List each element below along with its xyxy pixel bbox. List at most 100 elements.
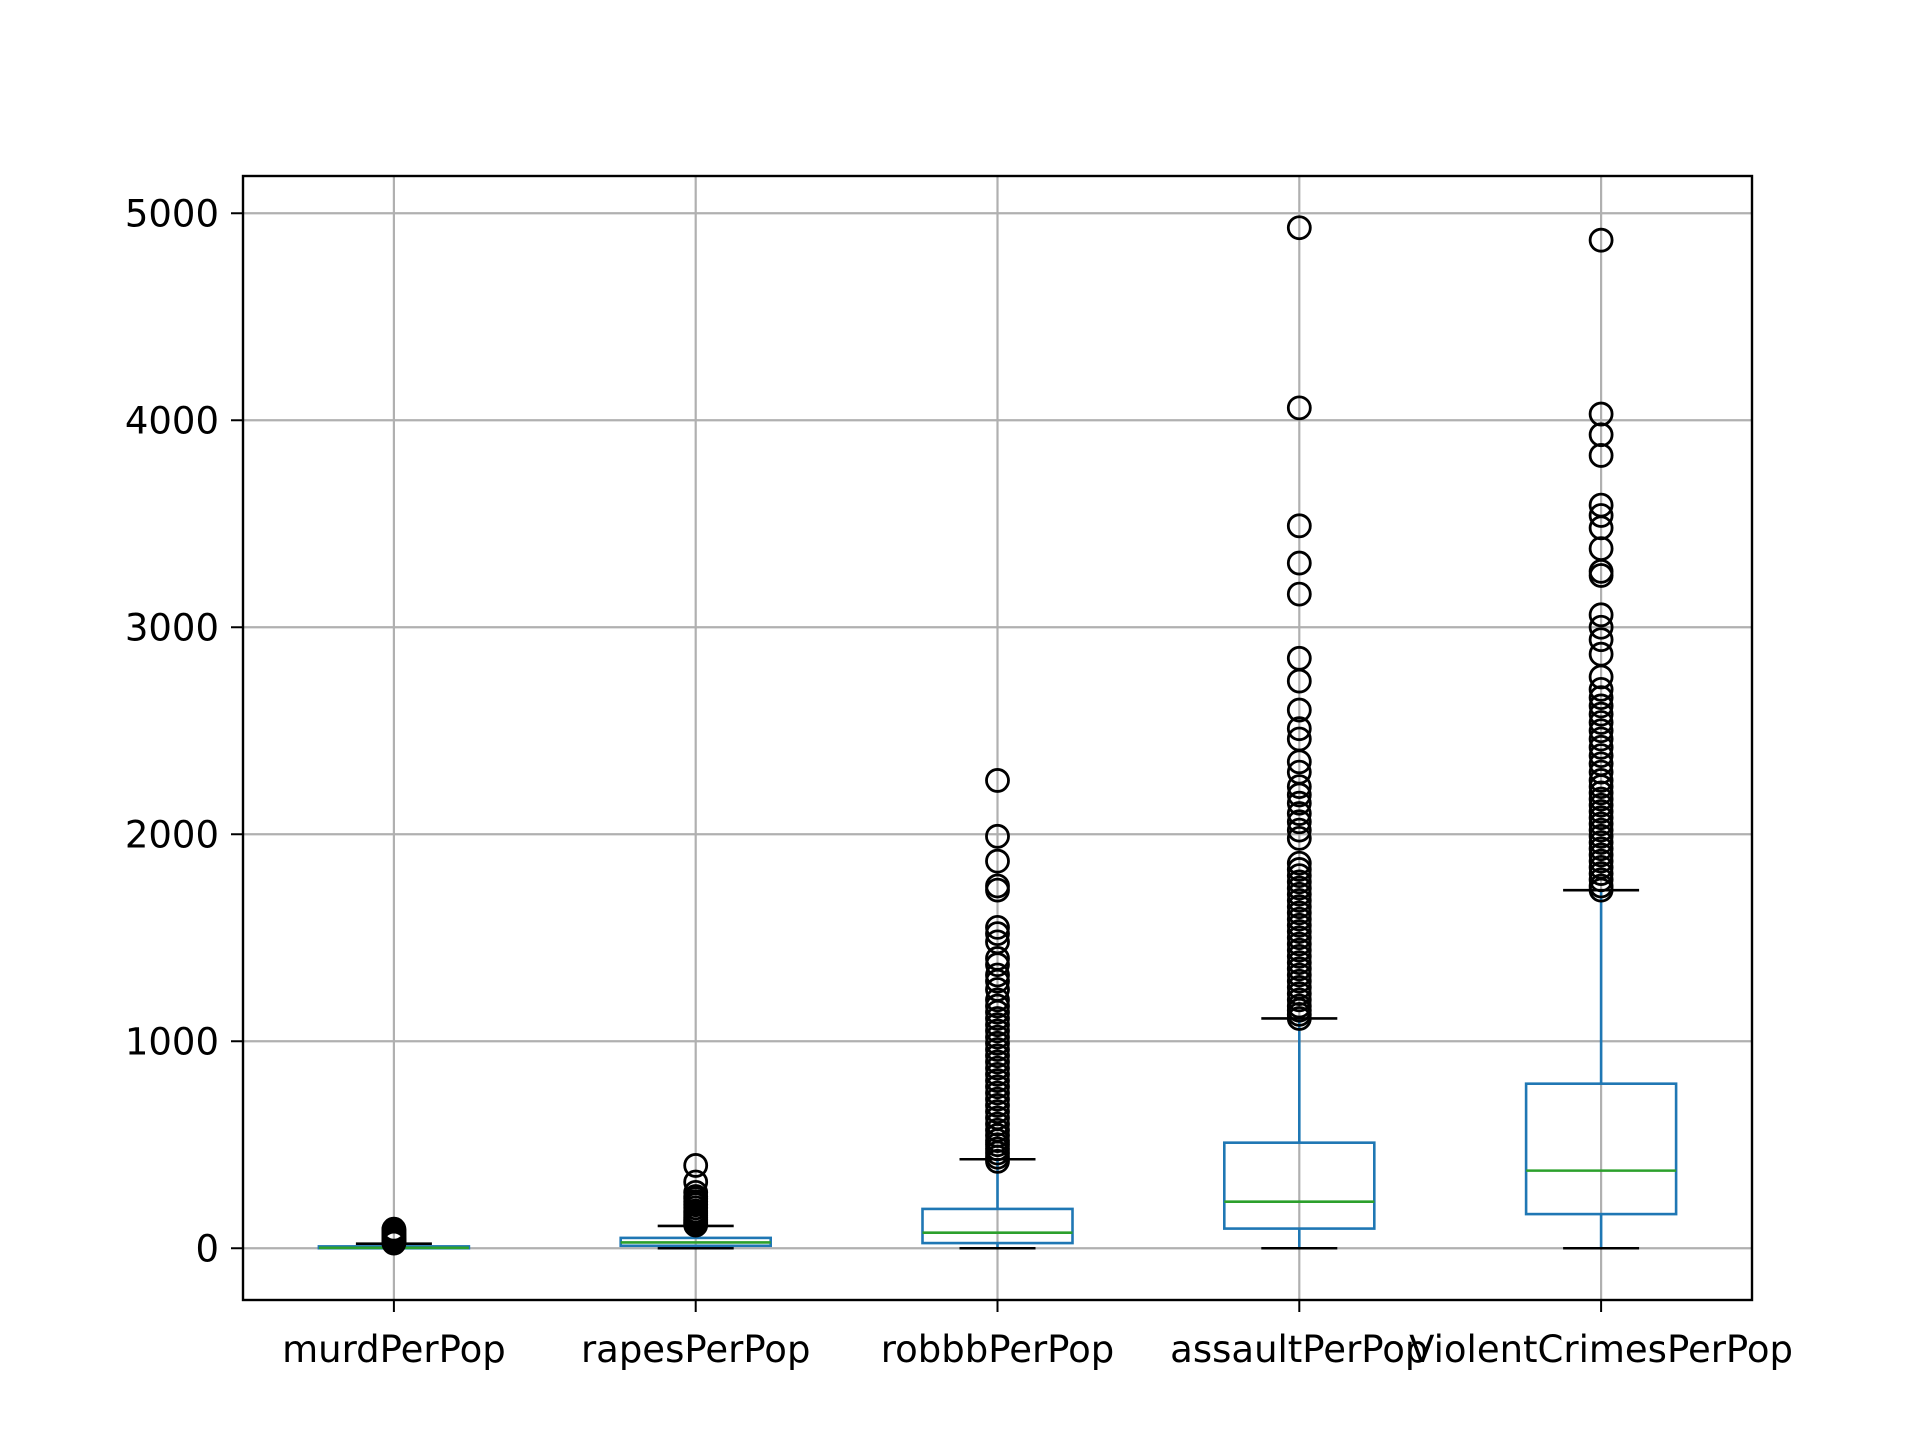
outlier-point — [985, 873, 1010, 899]
outlier-point — [985, 1099, 1010, 1125]
outlier-point — [1286, 888, 1312, 913]
outlier-point — [1286, 925, 1312, 951]
y-tick-label: 4000 — [125, 399, 219, 442]
outlier-point — [1588, 759, 1614, 785]
outlier-point — [1286, 869, 1312, 895]
outlier-point — [1588, 693, 1614, 719]
iqr-box — [1223, 1141, 1376, 1230]
outlier-point — [1286, 919, 1312, 944]
outlier-point — [985, 1024, 1010, 1050]
outlier-point — [1286, 900, 1312, 926]
outlier-point — [985, 1105, 1010, 1131]
outlier-point — [1286, 790, 1312, 816]
outlier-point — [1588, 854, 1614, 880]
outlier-point — [1286, 697, 1312, 723]
outlier-point — [985, 768, 1010, 793]
outlier-point — [1286, 513, 1312, 539]
outlier-point — [985, 1018, 1010, 1044]
outlier-point — [985, 1068, 1010, 1093]
outlier-point — [1588, 811, 1614, 837]
outlier-point — [1588, 641, 1614, 667]
outlier-point — [1286, 912, 1312, 938]
outlier-point — [1286, 550, 1312, 576]
outlier-point — [985, 1080, 1010, 1106]
outlier-point — [985, 987, 1010, 1013]
outlier-point — [1588, 861, 1614, 886]
outlier-point — [1588, 805, 1614, 831]
outlier-point — [1286, 875, 1312, 901]
outlier-point — [1588, 503, 1614, 528]
outlier-point — [985, 1049, 1010, 1075]
y-tick-label: 3000 — [125, 606, 219, 649]
outlier-point — [1588, 676, 1614, 702]
x-tick-label: murdPerPop — [282, 1328, 506, 1371]
outlier-point — [985, 1006, 1010, 1031]
outlier-point — [985, 1111, 1010, 1137]
outlier-point — [985, 848, 1010, 874]
outlier-point — [1286, 943, 1312, 969]
outlier-point — [381, 1216, 407, 1242]
outlier-point — [1588, 734, 1614, 760]
outlier-point — [1286, 809, 1312, 835]
outlier-point — [1286, 906, 1312, 932]
outlier-point — [1588, 848, 1614, 874]
box-group-assaultPerPop — [1223, 1017, 1376, 1250]
outlier-point — [1286, 645, 1312, 671]
outlier-point — [1588, 627, 1614, 653]
outlier-point — [683, 1179, 709, 1205]
outlier-point — [985, 1012, 1010, 1038]
outlier-point — [1588, 401, 1614, 427]
outliers — [381, 215, 1614, 1256]
outlier-point — [985, 977, 1010, 1002]
outlier-point — [1286, 975, 1312, 1000]
outlier-point — [1588, 786, 1614, 812]
outlier-point — [1588, 743, 1614, 768]
y-tick-label: 1000 — [125, 1020, 219, 1063]
axis-ticks: 0 1000 2000 3000 4000 5000 murdPerPop rapesPerP… — [125, 192, 1793, 1371]
outlier-point — [985, 962, 1010, 988]
outlier-point — [1286, 937, 1312, 963]
outlier-point — [1588, 873, 1614, 899]
outlier-point — [985, 1074, 1010, 1100]
outlier-point — [1286, 993, 1312, 1019]
iqr-box — [1524, 1082, 1678, 1216]
outlier-point — [683, 1169, 709, 1195]
outlier-point — [683, 1153, 709, 1178]
outlier-point — [1588, 830, 1614, 855]
outlier-point — [1286, 817, 1312, 843]
x-tick-label: ViolentCrimesPerPop — [1409, 1328, 1793, 1371]
outlier-point — [985, 915, 1010, 940]
outlier-point — [1588, 602, 1614, 628]
outlier-point — [985, 1093, 1010, 1118]
outlier-point — [985, 1086, 1010, 1112]
outlier-point — [1286, 931, 1312, 957]
outlier-point — [1286, 894, 1312, 920]
outlier-point — [1588, 718, 1614, 744]
outlier-point — [1286, 215, 1312, 241]
outlier-point — [1588, 817, 1614, 843]
outlier-point — [1588, 799, 1614, 824]
outlier-point — [1286, 956, 1312, 982]
outlier-point — [985, 1117, 1010, 1143]
outlier-point — [1286, 581, 1312, 607]
outlier-point — [1286, 857, 1312, 882]
outlier-point — [1588, 768, 1614, 793]
outlier-point — [1286, 881, 1312, 907]
y-tick-label: 0 — [195, 1227, 219, 1270]
outlier-point — [1286, 987, 1312, 1013]
outlier-point — [1588, 823, 1614, 849]
outlier-point — [1286, 825, 1312, 851]
outlier-point — [1286, 716, 1312, 742]
outlier-point — [1588, 701, 1614, 727]
outlier-point — [985, 1043, 1010, 1069]
outlier-point — [985, 993, 1010, 1019]
outlier-point — [1588, 751, 1614, 777]
iqr-box — [921, 1207, 1074, 1245]
outlier-point — [1588, 836, 1614, 862]
outlier-point — [985, 1030, 1010, 1056]
outlier-point — [1286, 981, 1312, 1007]
x-tick-label: assaultPerPop — [1170, 1328, 1428, 1371]
outlier-point — [985, 1055, 1010, 1081]
outlier-point — [1588, 726, 1614, 752]
outlier-point — [1286, 962, 1312, 988]
